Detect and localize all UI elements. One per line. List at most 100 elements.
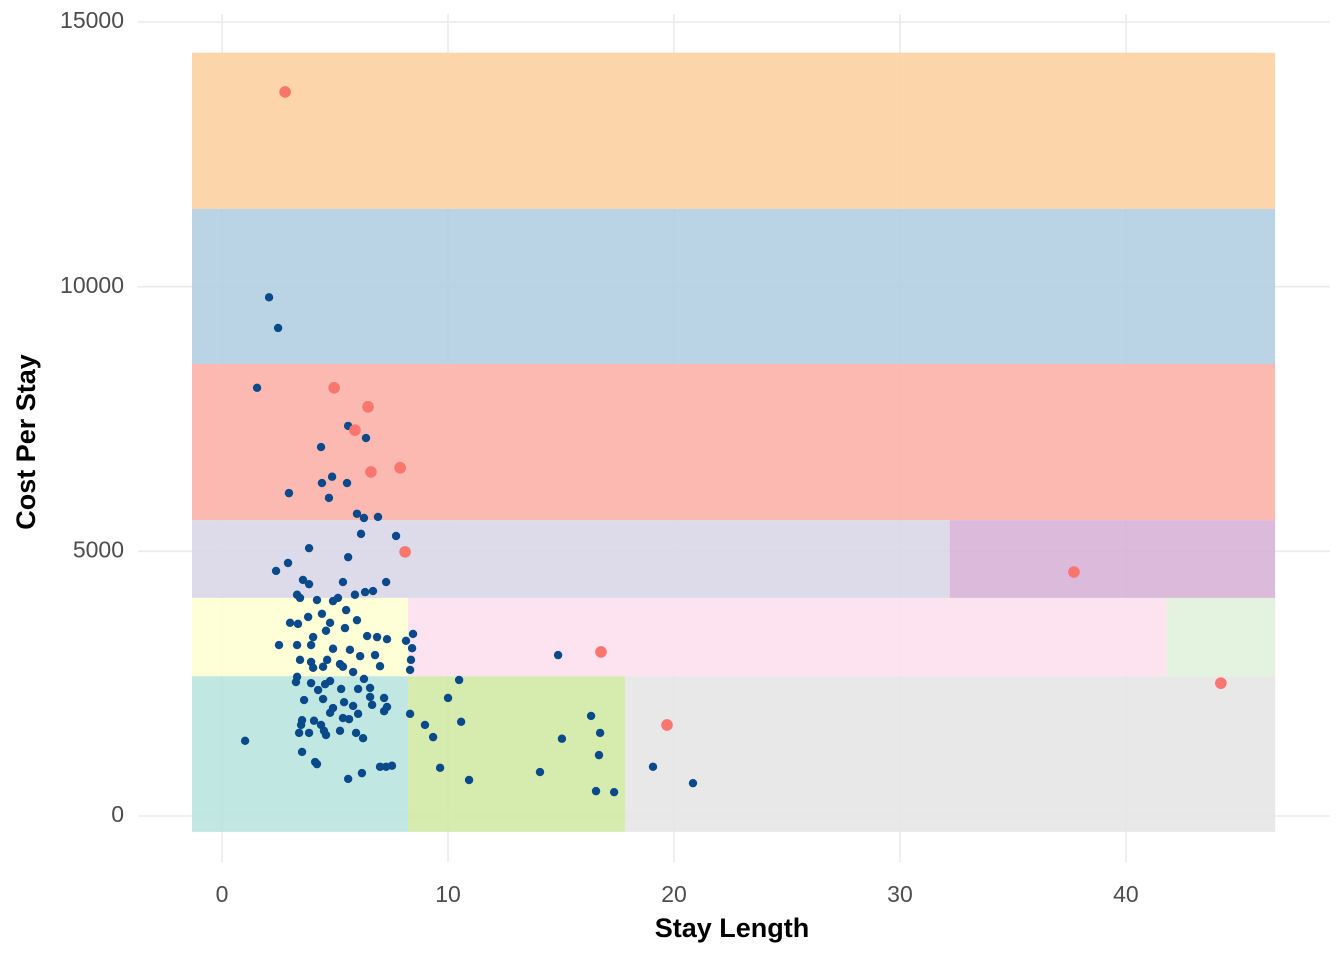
- point: [356, 529, 366, 539]
- point: [320, 680, 330, 689]
- point: [379, 707, 389, 716]
- region: [192, 520, 950, 598]
- point: [240, 736, 250, 746]
- point: [321, 730, 331, 740]
- point: [350, 590, 360, 599]
- point: [312, 759, 322, 769]
- point: [401, 636, 411, 646]
- point: [352, 615, 362, 625]
- point: [344, 714, 354, 724]
- point: [322, 655, 332, 665]
- point: [338, 577, 348, 587]
- point: [343, 774, 353, 784]
- point: [264, 293, 274, 302]
- point: [435, 763, 445, 773]
- point: [586, 711, 596, 721]
- point: [312, 595, 322, 605]
- point: [273, 323, 283, 333]
- point: [292, 640, 302, 650]
- point: [294, 728, 304, 738]
- point: [408, 629, 418, 639]
- y-axis-title: Cost Per Stay: [11, 354, 41, 530]
- x-tick-label: 30: [887, 881, 913, 907]
- point: [352, 509, 362, 518]
- region: [408, 676, 625, 832]
- region: [1166, 597, 1276, 677]
- point-layer: [240, 86, 1227, 797]
- x-tick-label: 0: [216, 881, 229, 907]
- point: [274, 640, 284, 650]
- point: [306, 640, 316, 650]
- point: [327, 472, 337, 481]
- point: [328, 644, 338, 653]
- point: [349, 424, 361, 436]
- point: [325, 708, 335, 717]
- point: [303, 612, 313, 622]
- point: [365, 683, 375, 693]
- y-tick-label: 15000: [60, 7, 124, 33]
- point: [328, 381, 340, 394]
- point: [335, 726, 345, 735]
- y-tick-label: 0: [111, 801, 124, 827]
- point: [688, 778, 698, 788]
- point: [420, 720, 430, 730]
- point: [353, 709, 363, 719]
- point: [381, 577, 391, 587]
- point: [325, 618, 335, 628]
- point: [394, 461, 406, 474]
- point: [358, 733, 368, 743]
- point: [297, 747, 307, 757]
- point: [295, 655, 305, 665]
- point: [291, 677, 301, 687]
- point: [428, 732, 438, 742]
- point: [342, 478, 352, 488]
- point: [367, 700, 377, 710]
- point: [609, 787, 619, 797]
- point: [343, 552, 353, 562]
- point: [296, 720, 306, 730]
- point: [318, 662, 328, 671]
- point: [309, 716, 319, 725]
- point: [456, 717, 466, 726]
- point: [362, 401, 374, 413]
- point: [293, 619, 303, 629]
- point: [454, 675, 464, 685]
- point: [359, 674, 369, 684]
- point: [341, 605, 351, 615]
- point: [557, 734, 567, 743]
- region: [408, 597, 1167, 677]
- y-tick-label: 10000: [60, 272, 124, 298]
- point: [338, 662, 348, 671]
- point: [357, 768, 367, 778]
- point: [373, 512, 383, 522]
- point: [306, 678, 316, 688]
- point: [284, 488, 294, 498]
- region: [949, 520, 1276, 598]
- point: [351, 728, 361, 738]
- point: [308, 632, 318, 642]
- point: [355, 651, 365, 661]
- point: [295, 593, 305, 603]
- point: [362, 631, 372, 641]
- region: [624, 676, 1276, 832]
- region: [192, 52, 1276, 209]
- point: [316, 442, 326, 452]
- point: [591, 786, 601, 796]
- point: [313, 685, 323, 695]
- point: [365, 692, 375, 702]
- point: [375, 662, 385, 671]
- point: [399, 546, 411, 558]
- x-axis-title: Stay Length: [655, 913, 810, 943]
- point: [361, 433, 371, 443]
- region: [192, 208, 1276, 364]
- point: [594, 750, 604, 760]
- x-tick-label: 20: [661, 881, 687, 907]
- x-tick-label: 40: [1113, 881, 1139, 907]
- point: [321, 626, 331, 635]
- point: [535, 767, 545, 777]
- point: [375, 762, 385, 771]
- point: [405, 709, 415, 719]
- point: [298, 575, 308, 585]
